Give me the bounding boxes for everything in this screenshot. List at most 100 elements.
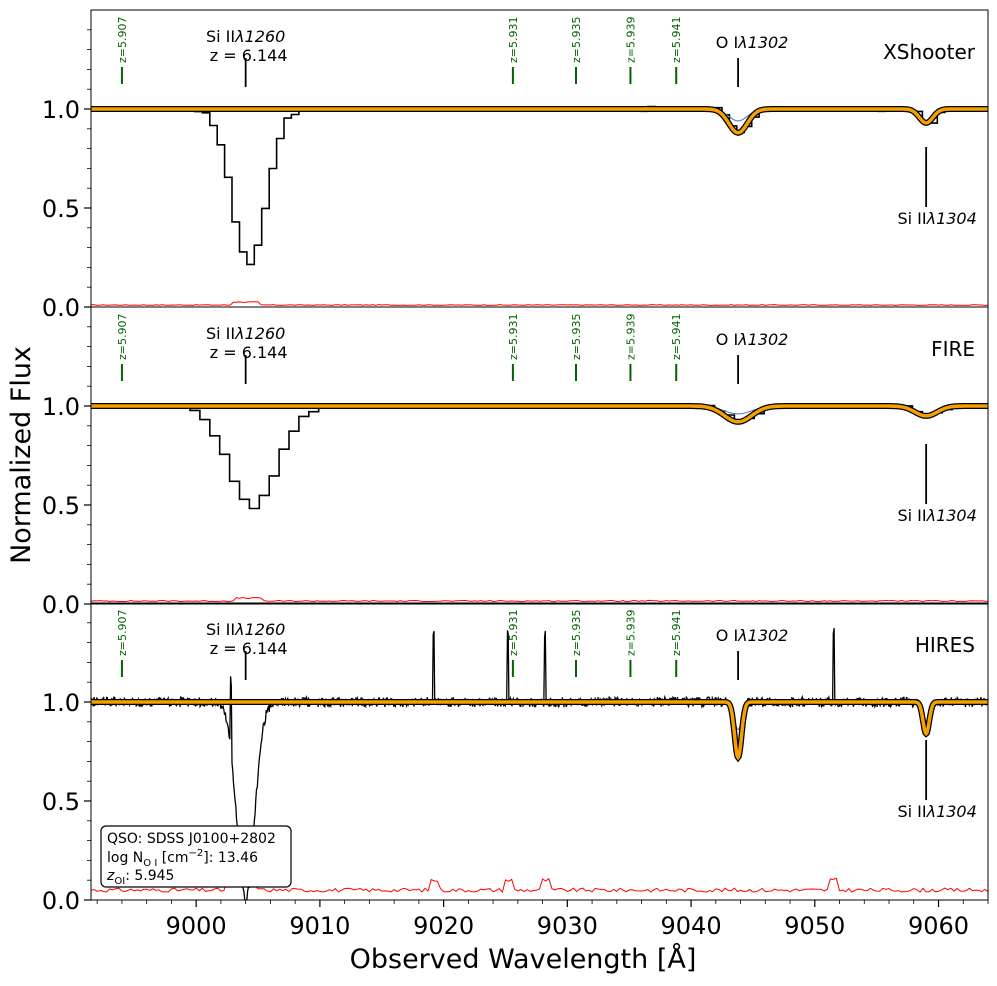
si-ii-1304-ion: Si II	[897, 506, 926, 525]
o-i-1302-ion: O I	[716, 33, 738, 52]
interloper-label: z=5.931	[507, 314, 520, 360]
panel-frame	[90, 602, 989, 901]
model-fit-edge	[91, 403, 988, 425]
panel-fire: 0.0 0.5 1.0 FIRE z=5.907 z=5.931 z=5.935 z=5.93…	[42, 306, 989, 619]
x-tick-label: 9050	[784, 912, 845, 940]
interloper-label: z=5.939	[624, 17, 637, 63]
si-ii-1304-lambda: λ1304	[926, 209, 977, 228]
o-i-1302-label: O Iλ1302	[716, 33, 789, 52]
o-i-1302-lambda: λ1302	[737, 330, 788, 349]
x-tick-label: 9000	[166, 912, 227, 940]
si-ii-1260-label: Si IIλ1260	[206, 620, 285, 639]
info-logN: log N	[107, 850, 143, 866]
interloper-label: z=5.931	[507, 610, 520, 656]
panel-plot-area	[91, 403, 988, 603]
si-ii-1260-redshift: z = 6.144	[210, 639, 288, 658]
y-axis-title: Normalized Flux	[6, 346, 37, 564]
model-fit-edge	[91, 106, 988, 136]
y-tick-label: 1.0	[42, 393, 80, 421]
o-i-1302-lambda: λ1302	[737, 33, 788, 52]
instrument-label: FIRE	[931, 337, 975, 361]
interloper-label: z=5.907	[116, 17, 129, 63]
interloper-label: z=5.907	[116, 610, 129, 656]
si-ii-1304-label: Si IIλ1304	[897, 802, 976, 821]
info-logN-value: ]: 13.46	[203, 850, 258, 866]
y-tick-label: 0.0	[42, 591, 80, 619]
si-ii-1260-ion: Si II	[206, 620, 235, 639]
interloper-label: z=5.939	[624, 314, 637, 360]
si-ii-1304-lambda: λ1304	[926, 506, 977, 525]
x-tick-label: 9020	[413, 912, 474, 940]
info-box: QSO: SDSS J0100+2802 log NO I [cm−2]: 13…	[100, 825, 292, 888]
o-i-1302-ion: O I	[716, 626, 738, 645]
y-tick-label: 0.0	[42, 294, 80, 322]
panel-frame	[90, 306, 989, 605]
info-box-frame	[100, 825, 292, 888]
flux-spectrum	[91, 105, 988, 266]
si-ii-1260-ion: Si II	[206, 324, 235, 343]
interloper-label: z=5.935	[570, 17, 583, 63]
info-logN-sub: O I	[143, 858, 157, 869]
info-z-sub: OI	[114, 876, 125, 887]
panels-layer: 0.0 0.5 1.0 XShooter z=5.907 z=5.931 z=5.935 z=…	[42, 9, 989, 940]
si-ii-1260-redshift: z = 6.144	[210, 343, 288, 362]
si-ii-1304-label: Si IIλ1304	[897, 506, 976, 525]
si-ii-1304-ion: Si II	[897, 802, 926, 821]
interloper-label: z=5.907	[116, 314, 129, 360]
axes-layer: Normalized Flux Observed Wavelength [Å]	[6, 346, 696, 975]
component-model	[701, 701, 776, 731]
model-fit	[91, 107, 988, 135]
si-ii-1260-label: Si IIλ1260	[206, 27, 285, 46]
info-qso: QSO: SDSS J0100+2802	[107, 831, 276, 847]
panel-hires: 0.0 0.5 1.0 HIRES z=5.907 z=5.931 z=5.935 z=5.9…	[42, 602, 989, 915]
interloper-label: z=5.935	[570, 610, 583, 656]
y-tick-label: 0.5	[42, 492, 80, 520]
info-redshift: zOI: 5.945	[106, 868, 174, 887]
error-spectrum	[91, 596, 988, 603]
interloper-label: z=5.931	[507, 17, 520, 63]
info-z: z	[106, 868, 115, 884]
interloper-label: z=5.941	[670, 17, 683, 63]
model-fit-edge	[91, 699, 988, 763]
si-ii-1260-lambda: λ1260	[234, 27, 285, 46]
info-logN-exp: −2	[189, 848, 204, 859]
si-ii-1304-ion: Si II	[897, 209, 926, 228]
si-ii-1304-lambda: λ1304	[926, 802, 977, 821]
x-tick-label: 9060	[908, 912, 969, 940]
si-ii-1260-lambda: λ1260	[234, 620, 285, 639]
y-tick-label: 0.5	[42, 788, 80, 816]
flux-spectrum	[91, 403, 988, 510]
y-tick-label: 0.0	[42, 887, 80, 915]
x-tick-label: 9010	[289, 912, 350, 940]
model-fit	[91, 700, 988, 761]
instrument-label: XShooter	[883, 40, 976, 64]
x-tick-label: 9030	[537, 912, 598, 940]
x-tick-label: 9040	[661, 912, 722, 940]
o-i-1302-ion: O I	[716, 330, 738, 349]
interloper-label: z=5.935	[570, 314, 583, 360]
info-logN-units: [cm	[157, 850, 188, 866]
interloper-label: z=5.941	[670, 314, 683, 360]
y-tick-label: 1.0	[42, 689, 80, 717]
x-axis-title: Observed Wavelength [Å]	[350, 943, 697, 975]
model-fit	[91, 404, 988, 424]
si-ii-1260-label: Si IIλ1260	[206, 324, 285, 343]
error-spectrum	[91, 301, 988, 306]
si-ii-1304-label: Si IIλ1304	[897, 209, 976, 228]
si-ii-1260-ion: Si II	[206, 27, 235, 46]
o-i-1302-lambda: λ1302	[737, 626, 788, 645]
interloper-label: z=5.941	[670, 610, 683, 656]
instrument-label: HIRES	[915, 633, 975, 657]
o-i-1302-label: O Iλ1302	[716, 626, 789, 645]
info-column-density: log NO I [cm−2]: 13.46	[107, 848, 258, 869]
o-i-1302-label: O Iλ1302	[716, 330, 789, 349]
si-ii-1260-lambda: λ1260	[234, 324, 285, 343]
y-tick-label: 1.0	[42, 96, 80, 124]
info-z-value: : 5.945	[125, 868, 174, 884]
y-tick-label: 0.5	[42, 195, 80, 223]
panel-plot-area	[91, 105, 988, 306]
interloper-label: z=5.939	[624, 610, 637, 656]
si-ii-1260-redshift: z = 6.144	[210, 46, 288, 65]
panel-xshooter: 0.0 0.5 1.0 XShooter z=5.907 z=5.931 z=5.935 z=…	[42, 9, 989, 322]
